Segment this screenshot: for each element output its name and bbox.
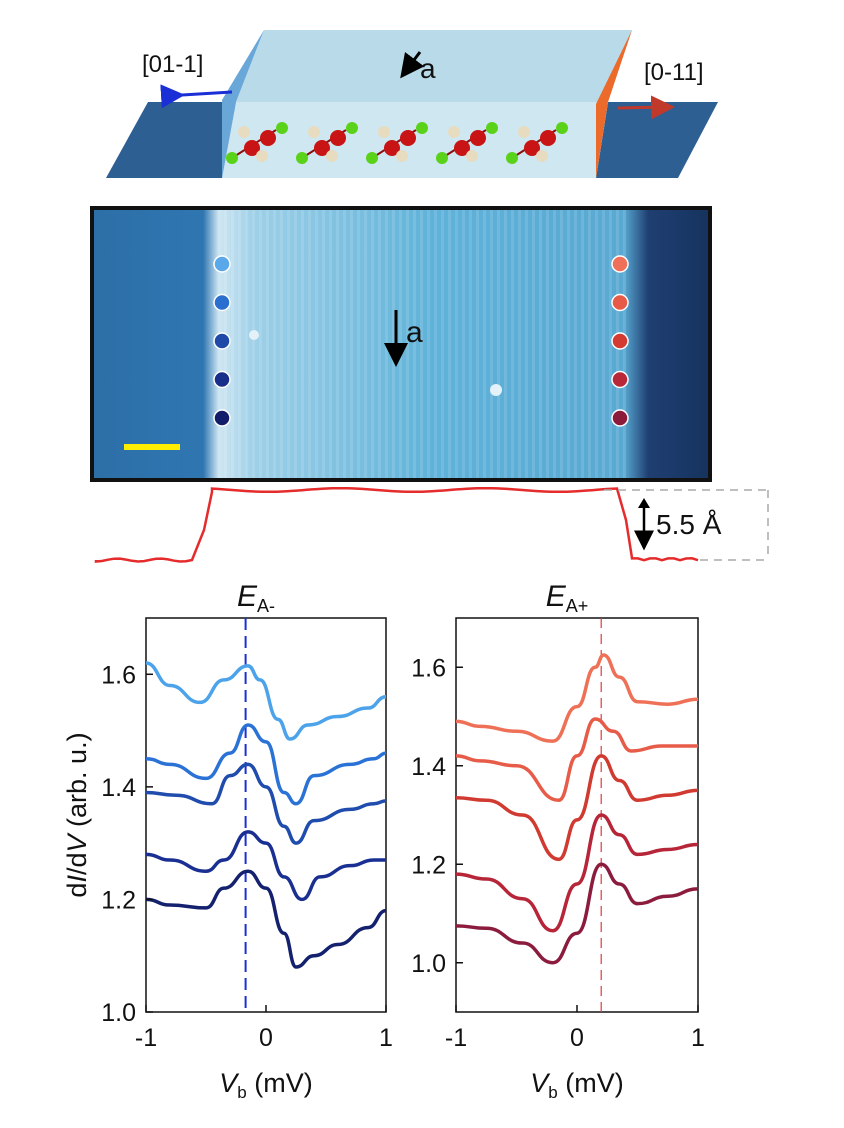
x-axis-label: Vb (mV) bbox=[219, 1068, 312, 1102]
chart-left: 1.0 1.2 1.4 1.6 -1 0 1 EA- Vb (mV) dI/dV (arb. u.… bbox=[62, 580, 393, 1102]
atom-cluster bbox=[506, 122, 568, 164]
x-tick-label: 0 bbox=[570, 1024, 584, 1052]
spectrum-line bbox=[455, 717, 698, 802]
stm-dots-right bbox=[611, 255, 629, 427]
y-tick-label: 1.2 bbox=[411, 851, 446, 879]
top-a-arrow bbox=[400, 51, 425, 79]
adatom-2 bbox=[490, 384, 502, 396]
x-tick-label: 1 bbox=[691, 1024, 705, 1052]
spectrum-line bbox=[455, 862, 699, 965]
x-axis-label: Vb (mV) bbox=[530, 1068, 623, 1102]
spectrum-line bbox=[145, 723, 387, 806]
spectrum-line bbox=[145, 869, 387, 969]
spectrum-line bbox=[145, 762, 387, 845]
x-tick-label: -1 bbox=[445, 1024, 467, 1052]
adatom-1 bbox=[249, 330, 259, 340]
chart-title: EA- bbox=[237, 580, 275, 616]
x-tick-label: 0 bbox=[259, 1024, 273, 1052]
step-height-label: 5.5 Å bbox=[656, 509, 722, 540]
stm-dot-right bbox=[611, 409, 629, 427]
left-direction-arrow bbox=[160, 84, 233, 109]
crystal-schematic: [01-1] [0-11] a bbox=[106, 30, 718, 178]
stm-dot-right bbox=[611, 332, 629, 350]
spectrum-line bbox=[455, 754, 699, 862]
spectrum-line bbox=[145, 830, 386, 902]
y-tick-label: 1.0 bbox=[101, 999, 136, 1027]
stm-dot-left bbox=[213, 409, 231, 427]
crystal-top-face bbox=[236, 30, 632, 102]
chart-right: 1.0 1.2 1.4 1.6 -1 0 1 EA+ Vb (mV) bbox=[411, 580, 705, 1102]
atom-cluster bbox=[436, 122, 498, 164]
stm-dot-right bbox=[611, 255, 629, 273]
left-substrate bbox=[106, 102, 236, 178]
height-profile: 5.5 Å bbox=[94, 486, 769, 563]
crystal-left-face bbox=[222, 30, 264, 178]
y-tick-label: 1.2 bbox=[101, 886, 136, 914]
atom-cluster bbox=[366, 122, 428, 164]
stm-dot-left bbox=[213, 293, 231, 312]
y-tick-label: 1.4 bbox=[101, 774, 136, 802]
right-substrate bbox=[596, 102, 718, 178]
crystal-right-face bbox=[596, 30, 632, 178]
spectrum-line bbox=[455, 653, 699, 743]
chart-title: EA+ bbox=[546, 580, 589, 616]
stm-dot-right bbox=[611, 370, 629, 389]
stm-dot-left bbox=[213, 370, 231, 389]
right-direction-label: [0-11] bbox=[644, 59, 704, 86]
spectrum-line bbox=[145, 661, 387, 741]
y-tick-label: 1.6 bbox=[101, 661, 136, 689]
y-tick-label: 1.0 bbox=[411, 950, 446, 978]
y-tick-label: 1.4 bbox=[411, 753, 446, 781]
plot-frame bbox=[145, 617, 387, 1013]
left-direction-label: [01-1] bbox=[142, 51, 203, 78]
plot-frame bbox=[455, 617, 699, 1013]
stm-dot-right bbox=[611, 293, 629, 312]
stm-dot-left bbox=[213, 332, 231, 350]
spectrum-line bbox=[455, 813, 699, 933]
y-axis-label: dI/dV (arb. u.) bbox=[62, 732, 92, 897]
atom-cluster bbox=[226, 122, 288, 164]
atom-cluster bbox=[296, 122, 358, 164]
top-a-label: a bbox=[420, 53, 436, 84]
atom-chain bbox=[226, 122, 568, 164]
y-tick-label: 1.6 bbox=[411, 654, 446, 682]
x-tick-label: 1 bbox=[379, 1024, 393, 1052]
scale-bar bbox=[124, 444, 180, 450]
x-tick-label: -1 bbox=[135, 1024, 157, 1052]
right-direction-arrow bbox=[617, 95, 675, 120]
stm-frame bbox=[90, 206, 712, 482]
stm-image: a bbox=[90, 206, 712, 482]
stm-dots-left bbox=[213, 255, 231, 427]
profile-line bbox=[94, 486, 699, 563]
stm-dot-left bbox=[213, 255, 231, 273]
stm-a-label: a bbox=[406, 316, 423, 349]
